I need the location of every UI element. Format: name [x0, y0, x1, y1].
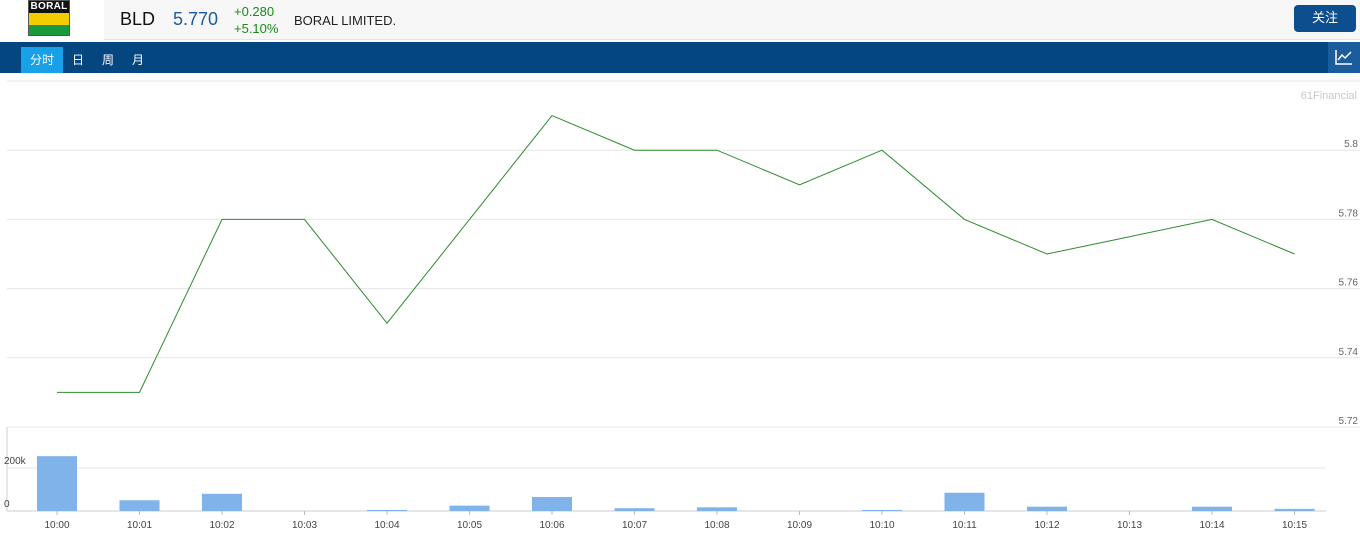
- follow-button[interactable]: 关注: [1294, 5, 1356, 32]
- price-layer: [56, 114, 1295, 393]
- quote-header: BORAL BLD 5.770 +0.280 +5.10% BORAL LIMI…: [0, 0, 1360, 40]
- period-tabbar: 分时 日 周 月: [0, 42, 1360, 73]
- x-tick-label: 10:06: [539, 520, 564, 531]
- x-tick-label: 10:04: [374, 520, 399, 531]
- x-tick-label: 10:00: [44, 520, 69, 531]
- x-tick-label: 10:07: [622, 520, 647, 531]
- last-price: 5.770: [173, 9, 219, 29]
- volume-bar: [1027, 506, 1067, 511]
- tab-intraday[interactable]: 分时: [21, 47, 63, 73]
- price-change: +0.280: [234, 4, 275, 19]
- chart-watermark: 61Financial: [1301, 90, 1357, 102]
- x-tick-label: 10:11: [952, 520, 977, 531]
- tab-weekly[interactable]: 周: [101, 53, 114, 67]
- volume-bar: [862, 510, 902, 511]
- chart-type-toggle[interactable]: [1328, 42, 1360, 73]
- grid-layer: [6, 80, 1360, 512]
- logo-green-band: [29, 25, 69, 35]
- x-tick-label: 10:12: [1034, 520, 1059, 531]
- price-tick-label: 5.72: [1339, 416, 1359, 427]
- tab-daily[interactable]: 日: [71, 53, 84, 67]
- volume-bar: [532, 497, 572, 511]
- volume-bar: [944, 492, 985, 511]
- volume-bar: [449, 505, 490, 511]
- x-tick-label: 10:13: [1117, 520, 1142, 531]
- price-change-percent: +5.10%: [234, 21, 279, 36]
- logo-area: BORAL: [0, 0, 104, 40]
- line-chart-icon: [1335, 50, 1352, 65]
- company-logo: BORAL: [28, 0, 70, 36]
- price-tick-label: 5.8: [1344, 139, 1358, 150]
- company-name: BORAL LIMITED.: [294, 13, 397, 28]
- price-tick-label: 5.78: [1339, 208, 1359, 219]
- price-tick-label: 5.74: [1339, 347, 1359, 358]
- price-series-line: [57, 114, 1295, 393]
- x-tick-label: 10:02: [209, 520, 234, 531]
- x-tick-label: 10:05: [457, 520, 482, 531]
- volume-bar: [697, 507, 737, 511]
- x-tick-label: 10:10: [869, 520, 894, 531]
- axis-layer: 5.8 5.78 5.76 5.74 5.72 200k 0 10:00 10:01 10:02 1…: [4, 139, 1358, 531]
- tab-monthly[interactable]: 月: [131, 53, 144, 67]
- x-tick-label: 10:09: [787, 520, 812, 531]
- price-change-block: +0.280 +5.10%: [234, 3, 278, 37]
- x-tick-label: 10:14: [1199, 520, 1224, 531]
- intraday-chart: 61Financial 5.8 5.78 5.76 5.74 5.72 200k 0 10:0…: [4, 80, 1360, 531]
- volume-bar: [367, 510, 407, 511]
- volume-layer: [37, 456, 1315, 511]
- price-tick-label: 5.76: [1339, 278, 1359, 289]
- x-tick-label: 10:03: [292, 520, 317, 531]
- volume-bar: [37, 456, 77, 511]
- volume-tick-label: 200k: [4, 456, 27, 467]
- x-tick-label: 10:08: [704, 520, 729, 531]
- volume-bar: [1274, 508, 1315, 511]
- volume-bar: [614, 508, 655, 511]
- ticker-symbol: BLD: [120, 9, 156, 29]
- x-tick-label: 10:15: [1282, 520, 1307, 531]
- x-tick-label: 10:01: [127, 520, 152, 531]
- logo-text: BORAL: [29, 1, 69, 13]
- volume-bar: [119, 500, 160, 511]
- volume-bar: [1192, 506, 1232, 511]
- volume-tick-label: 0: [4, 499, 10, 510]
- volume-bar: [202, 493, 242, 511]
- logo-yellow-band: [29, 13, 69, 25]
